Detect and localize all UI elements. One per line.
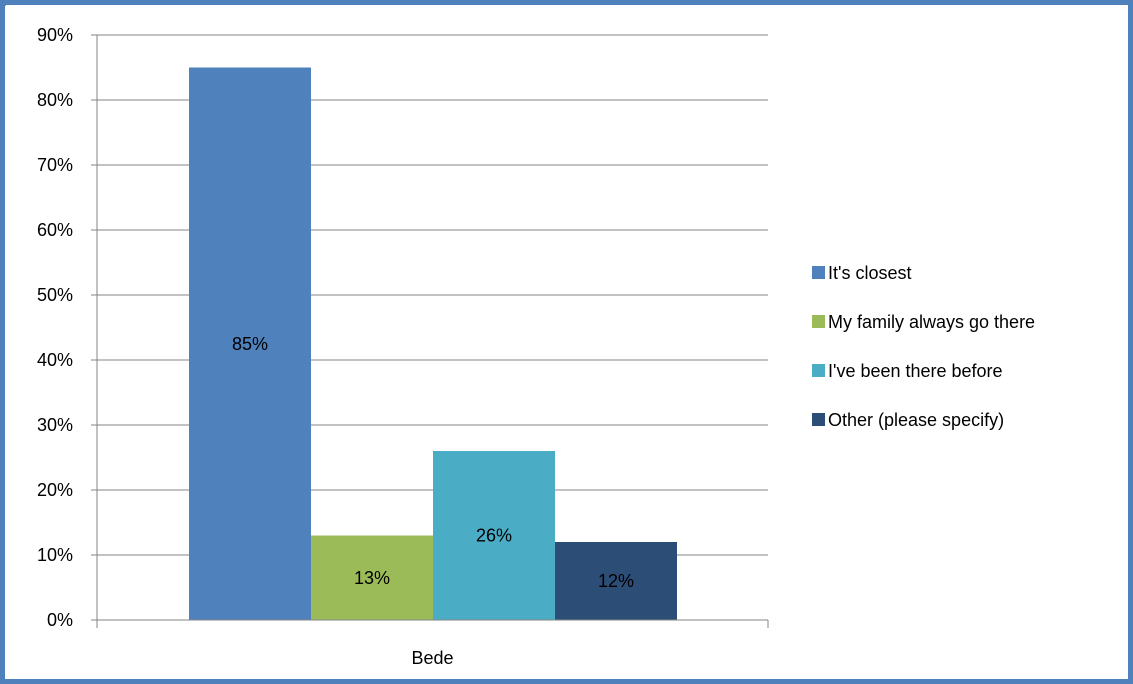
- legend-label: Other (please specify): [828, 410, 1004, 430]
- data-label: 26%: [476, 526, 512, 546]
- y-tick-label: 20%: [37, 480, 73, 500]
- x-axis: Bede: [96, 619, 769, 668]
- frame-top-border: [0, 0, 1133, 5]
- legend: It's closest My family always go there I'v…: [812, 263, 1035, 430]
- y-tick-label: 90%: [37, 25, 73, 45]
- bar-1: [189, 67, 311, 620]
- y-axis: 0% 10% 20% 30% 40% 50% 60% 70% 80% 90%: [37, 25, 98, 630]
- bar-3: [433, 451, 555, 620]
- y-tick-label: 50%: [37, 285, 73, 305]
- y-tick-label: 60%: [37, 220, 73, 240]
- bar-2: [311, 535, 433, 620]
- corner-label: g: [0, 0, 7, 7]
- y-tick-label: 40%: [37, 350, 73, 370]
- data-label: 85%: [232, 334, 268, 354]
- legend-swatch: [812, 413, 825, 426]
- legend-swatch: [812, 266, 825, 279]
- y-tick-label: 80%: [37, 90, 73, 110]
- legend-label: It's closest: [828, 263, 911, 283]
- legend-swatch: [812, 315, 825, 328]
- bar-4: [555, 542, 677, 620]
- legend-label: I've been there before: [828, 361, 1003, 381]
- y-tick-label: 30%: [37, 415, 73, 435]
- x-tick-label: Bede: [411, 648, 453, 668]
- y-tick-label: 10%: [37, 545, 73, 565]
- data-label: 13%: [354, 568, 390, 588]
- legend-label: My family always go there: [828, 312, 1035, 332]
- y-tick-label: 0%: [47, 610, 73, 630]
- bars: 85% 13% 26% 12%: [189, 67, 677, 620]
- data-label: 12%: [598, 571, 634, 591]
- y-tick-label: 70%: [37, 155, 73, 175]
- legend-swatch: [812, 364, 825, 377]
